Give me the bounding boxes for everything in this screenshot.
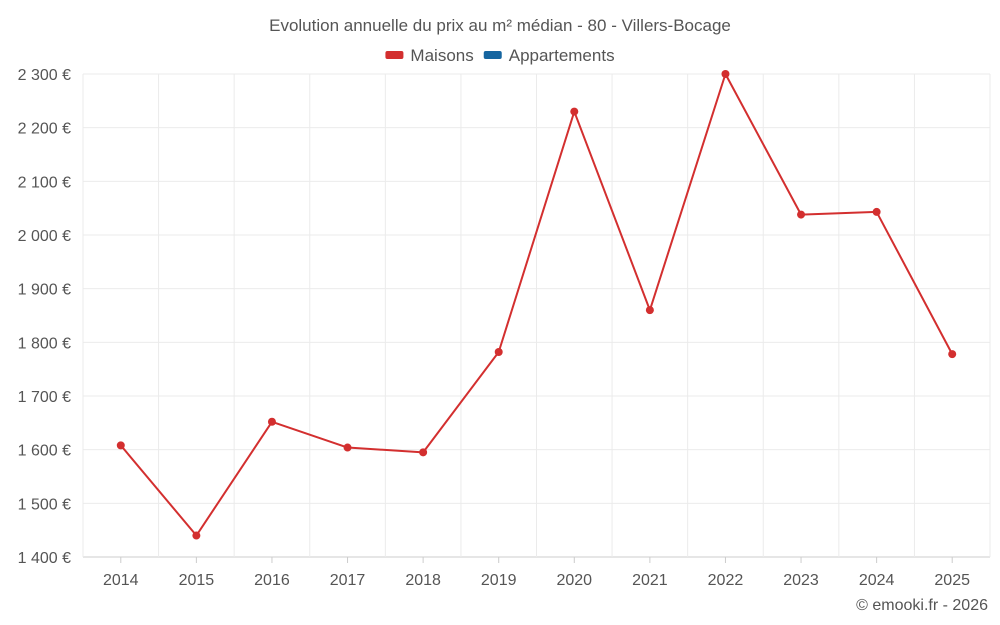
- y-tick-label: 2 300 €: [18, 67, 71, 84]
- data-point[interactable]: [872, 207, 881, 216]
- data-point[interactable]: [419, 448, 428, 457]
- y-tick-label: 1 400 €: [18, 550, 71, 567]
- data-point[interactable]: [797, 210, 806, 219]
- grid: [82, 73, 991, 558]
- x-tick-label: 2019: [481, 572, 517, 589]
- x-tick-label: 2015: [179, 572, 215, 589]
- x-tick-label: 2022: [708, 572, 744, 589]
- data-point[interactable]: [645, 306, 654, 315]
- legend-swatch: [385, 51, 404, 59]
- data-point[interactable]: [494, 347, 503, 356]
- x-tick-label: 2016: [254, 572, 290, 589]
- series-line-maisons: [120, 73, 954, 537]
- x-tick-label: 2024: [859, 572, 895, 589]
- legend-item-maisons[interactable]: Maisons: [385, 46, 474, 65]
- credit-text: © emooki.fr - 2026: [856, 597, 988, 614]
- y-tick-label: 1 500 €: [18, 496, 71, 513]
- legend-item-appartements[interactable]: Appartements: [483, 46, 615, 65]
- data-point[interactable]: [116, 441, 125, 450]
- y-tick-label: 2 200 €: [18, 121, 71, 138]
- x-tick-label: 2023: [783, 572, 819, 589]
- y-tick-label: 1 800 €: [18, 335, 71, 352]
- legend: Maisons Appartements: [385, 46, 615, 65]
- y-tick-label: 2 000 €: [18, 228, 71, 245]
- chart-title: Evolution annuelle du prix au m² médian …: [269, 16, 731, 35]
- x-tick-label: 2014: [103, 572, 139, 589]
- data-point[interactable]: [948, 350, 957, 359]
- legend-swatch: [483, 51, 502, 59]
- series-layer: [116, 70, 957, 540]
- x-tick-label: 2021: [632, 572, 668, 589]
- y-tick-label: 1 700 €: [18, 389, 71, 406]
- x-tick-label: 2025: [934, 572, 970, 589]
- x-tick-label: 2020: [556, 572, 592, 589]
- y-tick-label: 2 100 €: [18, 174, 71, 191]
- y-tick-label: 1 600 €: [18, 443, 71, 460]
- data-point[interactable]: [570, 107, 579, 116]
- y-axis: 1 400 € 1 500 € 1 600 € 1 700 € 1 800 € 1 900…: [18, 67, 71, 567]
- y-tick-label: 1 900 €: [18, 282, 71, 299]
- data-point[interactable]: [721, 70, 730, 78]
- x-tick-label: 2018: [405, 572, 441, 589]
- data-point[interactable]: [267, 417, 276, 426]
- x-axis: 2014 2015 2016 2017 2018 2019 2020 2021 2022 2023…: [103, 557, 970, 589]
- data-point[interactable]: [192, 531, 201, 540]
- x-tick-label: 2017: [330, 572, 366, 589]
- data-point[interactable]: [343, 443, 352, 452]
- legend-label: Maisons: [410, 46, 473, 65]
- legend-label: Appartements: [509, 46, 615, 65]
